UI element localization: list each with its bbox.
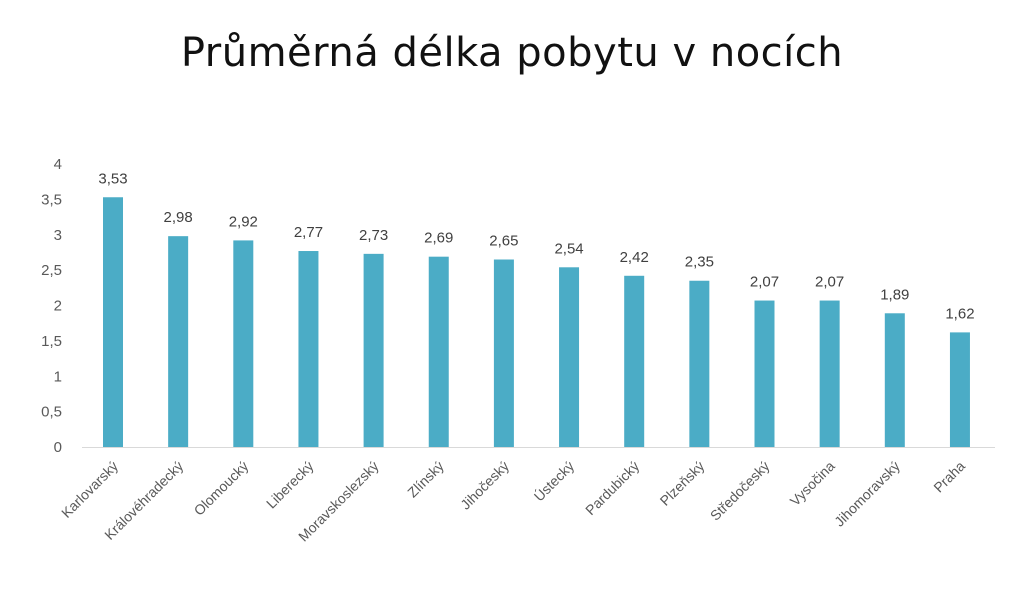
data-label: 2,35 (685, 254, 714, 271)
data-label: 2,92 (229, 213, 258, 230)
bar (689, 280, 710, 447)
bar (103, 197, 123, 447)
x-tick-label: Karlovarský (58, 458, 121, 521)
data-label: 2,07 (815, 274, 844, 291)
data-label: 2,54 (554, 240, 583, 257)
bar (624, 275, 645, 447)
x-tick-label: Ústecký (531, 458, 578, 505)
y-tick-label: 2,5 (41, 262, 62, 279)
bar (949, 332, 970, 447)
data-label: 2,98 (164, 209, 193, 226)
x-tick-label: Olomoucký (191, 458, 252, 519)
bar (428, 256, 449, 447)
data-label: 2,07 (750, 274, 779, 291)
x-tick-label: Pardubický (582, 458, 642, 518)
data-label: 2,65 (489, 233, 518, 250)
x-tick-label: Liberecký (263, 458, 317, 512)
data-label: 3,53 (98, 170, 127, 187)
x-tick-label: Vysočina (787, 458, 838, 509)
x-tick-label: Jihomoravský (831, 458, 903, 530)
y-tick-label: 4 (54, 156, 62, 173)
x-tick-label: Zlínský (404, 458, 447, 501)
data-label: 2,69 (424, 230, 453, 247)
y-tick-label: 0,5 (41, 404, 62, 421)
bar (168, 236, 189, 447)
bar (754, 300, 775, 447)
bar (363, 253, 384, 447)
data-label: 1,62 (945, 305, 974, 322)
bar (559, 267, 580, 447)
bar (493, 259, 514, 447)
bar (233, 240, 254, 447)
data-label: 2,77 (294, 224, 323, 241)
y-tick-label: 1,5 (41, 333, 62, 350)
y-tick-label: 0 (54, 439, 62, 456)
y-tick-label: 2 (54, 298, 62, 315)
x-tick-label: Jihočeský (457, 458, 512, 513)
bar (884, 313, 905, 447)
data-label: 2,42 (620, 249, 649, 266)
bar (819, 300, 840, 447)
data-label: 2,73 (359, 227, 388, 244)
y-tick-label: 3,5 (41, 191, 62, 208)
x-tick-label: Praha (930, 458, 968, 496)
chart-title: Průměrná délka pobytu v nocích (180, 30, 844, 76)
data-label: 1,89 (880, 286, 909, 303)
y-tick-label: 3 (54, 227, 62, 244)
y-tick-label: 1 (54, 368, 62, 385)
x-tick-label: Středočeský (707, 458, 773, 524)
bar (298, 251, 319, 447)
x-tick-label: Plzeňský (657, 458, 708, 509)
